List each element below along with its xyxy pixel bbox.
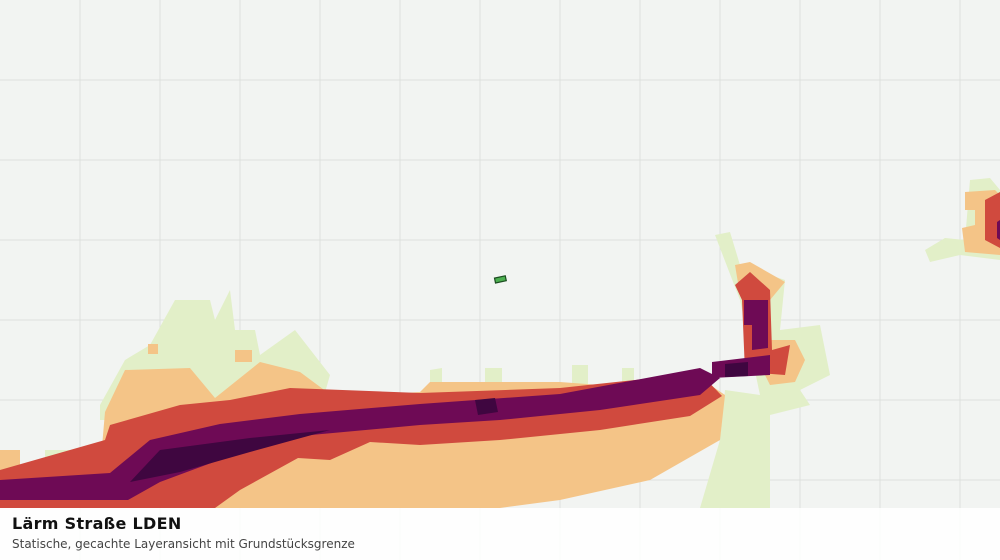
caption-bar: Lärm Straße LDEN Statische, gecachte Lay… <box>0 508 1000 560</box>
layer-subtitle: Statische, gecachte Layeransicht mit Gru… <box>12 537 355 551</box>
parcel-boundary <box>493 275 507 284</box>
noise-zone-extreme <box>130 362 748 482</box>
layer-title: Lärm Straße LDEN <box>12 514 182 533</box>
